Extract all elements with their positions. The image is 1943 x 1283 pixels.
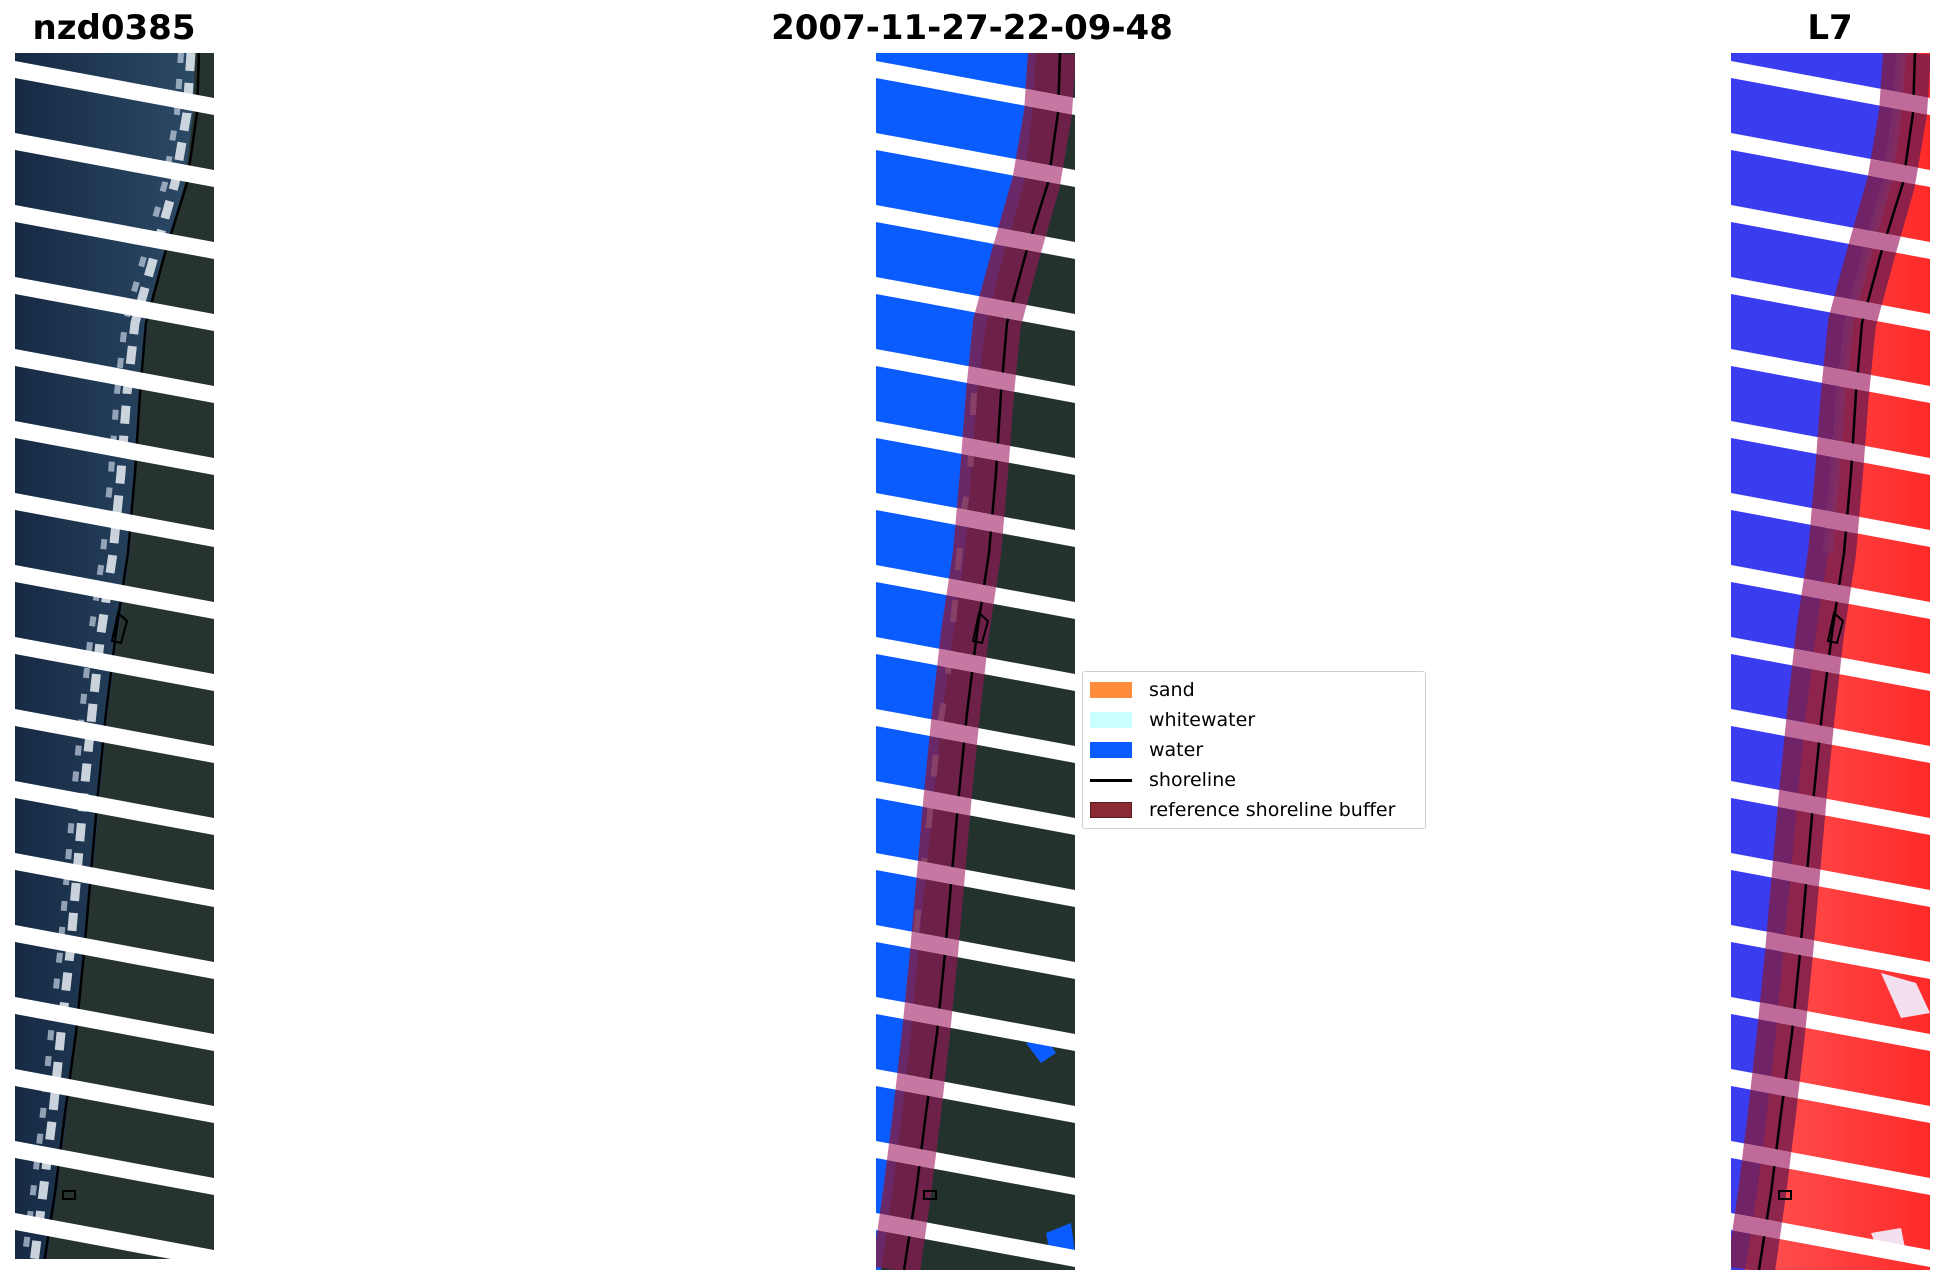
legend-item-reference-buffer: reference shoreline buffer	[1090, 797, 1395, 823]
panel-title-date: 2007-11-27-22-09-48	[771, 8, 1173, 48]
legend-label-sand: sand	[1149, 679, 1195, 701]
shoreline-line-swatch	[1090, 778, 1132, 782]
legend-item-whitewater: whitewater	[1090, 707, 1255, 733]
water-swatch	[1090, 742, 1132, 758]
rgb-image	[15, 53, 214, 1270]
legend-label-whitewater: whitewater	[1149, 709, 1256, 731]
rgb-image-panel	[15, 53, 214, 1270]
legend-item-water: water	[1090, 737, 1203, 763]
legend-label-water: water	[1149, 739, 1204, 761]
index-image-panel	[1731, 53, 1930, 1270]
legend-item-sand: sand	[1090, 677, 1195, 703]
legend: sand whitewater water shoreline referenc…	[1082, 671, 1426, 829]
legend-label-reference-buffer: reference shoreline buffer	[1149, 799, 1396, 821]
whitewater-swatch	[1090, 712, 1132, 728]
buffer-swatch	[1090, 802, 1132, 818]
legend-label-shoreline: shoreline	[1149, 769, 1236, 791]
classified-image	[876, 53, 1075, 1270]
legend-item-shoreline: shoreline	[1090, 767, 1236, 793]
classified-image-panel	[876, 53, 1075, 1270]
panel-title-site: nzd0385	[32, 8, 196, 48]
scanline-gaps	[15, 61, 214, 1270]
panel-title-satellite: L7	[1807, 8, 1853, 48]
index-image	[1731, 53, 1930, 1270]
sand-swatch	[1090, 682, 1132, 698]
